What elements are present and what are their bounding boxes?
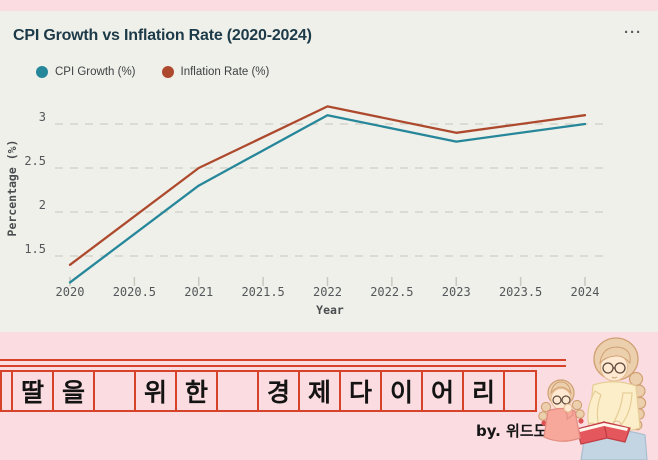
- manuscript-cell-char: 다: [339, 370, 382, 412]
- svg-text:2023: 2023: [442, 285, 471, 299]
- svg-text:2.5: 2.5: [24, 154, 46, 168]
- chart-card: CPI Growth vs Inflation Rate (2020-2024)…: [0, 11, 658, 332]
- manuscript-cell-char: 제: [298, 370, 341, 412]
- manuscript-cell-empty: [216, 370, 259, 412]
- legend-dot-inflation-icon: [161, 66, 174, 78]
- svg-text:2020.5: 2020.5: [113, 285, 156, 299]
- svg-text:2022.5: 2022.5: [370, 285, 413, 299]
- line-chart-plot[interactable]: 1.5 2 2.5 3 2020 2020.5 2021 2021.5 2022 2022.5 20…: [0, 88, 658, 323]
- more-options-icon[interactable]: ···: [624, 24, 642, 41]
- svg-text:2020: 2020: [56, 285, 85, 299]
- byline-text: by. 위드도터: [476, 422, 562, 440]
- banner-double-rule: [0, 359, 566, 367]
- mother-glasses-icon: [602, 362, 626, 374]
- legend-dot-cpi-icon: [36, 66, 48, 78]
- manuscript-cell-char: 어: [421, 370, 464, 412]
- svg-text:2021: 2021: [184, 285, 213, 299]
- legend-item-inflation[interactable]: Inflation Rate (%): [161, 66, 270, 78]
- manuscript-cell-char: 위: [134, 370, 177, 412]
- chart-legend: CPI Growth (%) Inflation Rate (%): [36, 66, 269, 78]
- legend-item-cpi[interactable]: CPI Growth (%): [36, 66, 136, 78]
- daughter-figure: [538, 379, 585, 442]
- manuscript-cell-char: 이: [380, 370, 423, 412]
- svg-text:2024: 2024: [571, 285, 600, 299]
- manuscript-cell-char: 딸: [11, 370, 54, 412]
- svg-text:Year: Year: [316, 303, 344, 317]
- svg-text:2022: 2022: [313, 285, 342, 299]
- manuscript-cell-char: 한: [175, 370, 218, 412]
- svg-text:Percentage (%): Percentage (%): [5, 140, 19, 237]
- chart-title: CPI Growth vs Inflation Rate (2020-2024): [13, 27, 312, 44]
- svg-text:1.5: 1.5: [24, 242, 46, 256]
- svg-text:3: 3: [39, 110, 46, 124]
- illustration-mother-daughter-reading: [538, 337, 648, 460]
- manuscript-cell-char: 리: [462, 370, 505, 412]
- manuscript-cell-empty: [93, 370, 136, 412]
- legend-label-inflation: Inflation Rate (%): [180, 66, 270, 78]
- legend-label-cpi: CPI Growth (%): [55, 66, 136, 78]
- svg-text:2: 2: [39, 198, 46, 212]
- svg-text:2021.5: 2021.5: [241, 285, 284, 299]
- manuscript-cell-char: 경: [257, 370, 300, 412]
- book-icon: [576, 421, 631, 445]
- manuscript-cell-empty: [503, 370, 537, 412]
- svg-text:2023.5: 2023.5: [499, 285, 542, 299]
- mother-figure: [576, 337, 648, 460]
- manuscript-cell-char: 을: [52, 370, 95, 412]
